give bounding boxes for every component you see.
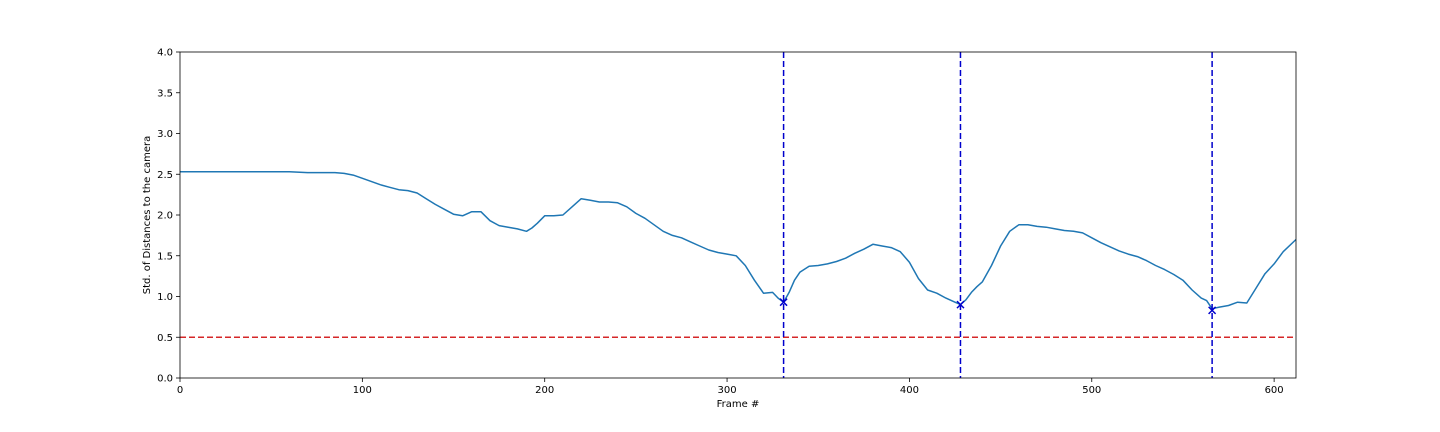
x-tick-label: 600 (1265, 385, 1284, 396)
y-tick-label: 1.0 (157, 292, 173, 303)
y-tick-label: 1.5 (157, 251, 173, 262)
y-tick-label: 4.0 (157, 48, 173, 59)
x-axis-label: Frame # (717, 399, 760, 410)
plot-area (180, 52, 1296, 378)
axes: 0 100 200 300 400 500 600 0.0 0.5 1.0 1.5 2.0 2.5 3.0… (157, 48, 1297, 396)
minimum-marker-2 (1208, 306, 1217, 315)
plot-frame (179, 51, 1297, 379)
y-tick-label: 3.5 (157, 88, 173, 99)
y-axis-label: Std. of Distances to the camera (142, 136, 153, 294)
x-tick-label: 500 (1082, 385, 1101, 396)
y-tick-label: 2.0 (157, 211, 173, 222)
x-tick-label: 400 (900, 385, 919, 396)
x-tick-label: 0 (177, 385, 183, 396)
x-tick-label: 300 (718, 385, 737, 396)
y-tick-label: 0.5 (157, 333, 173, 344)
series-line-0 (180, 171, 1296, 310)
y-tick-label: 2.5 (157, 170, 173, 181)
minimum-marker-1 (956, 300, 965, 309)
y-tick-label: 3.0 (157, 129, 173, 140)
y-tick-label: 0.0 (157, 374, 173, 385)
x-tick-label: 200 (535, 385, 554, 396)
x-tick-label: 100 (353, 385, 372, 396)
minimum-marker-0 (779, 298, 788, 307)
